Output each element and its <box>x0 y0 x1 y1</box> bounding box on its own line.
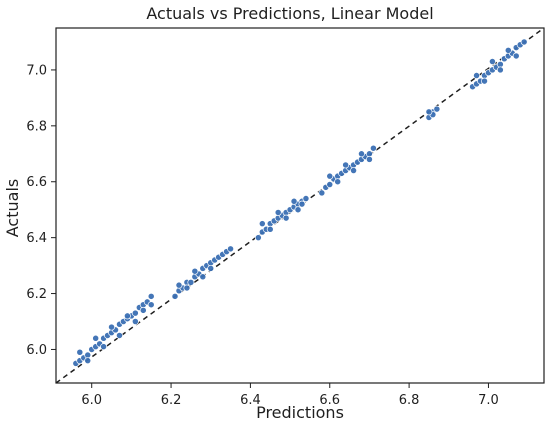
points-layer <box>72 38 528 367</box>
scatter-point-111 <box>488 58 496 65</box>
x-tick-label-2: 6.4 <box>240 393 261 408</box>
scatter-point-20 <box>76 348 84 356</box>
scatter-point-94 <box>425 108 433 116</box>
y-axis-label: Actuals <box>3 179 22 237</box>
scatter-point-48 <box>199 273 207 281</box>
scatter-point-19 <box>147 292 155 300</box>
scatter-point-72 <box>326 181 334 188</box>
scatter-point-30 <box>171 292 179 300</box>
x-axis-label: Predictions <box>256 403 344 422</box>
scatter-point-65 <box>274 209 282 216</box>
scatter-point-109 <box>473 72 481 79</box>
scatter-point-15 <box>131 309 139 317</box>
scatter-point-26 <box>123 312 131 320</box>
scatter-point-86 <box>342 161 350 169</box>
scatter-point-50 <box>254 234 262 242</box>
scatter-point-25 <box>116 332 123 339</box>
scatter-point-113 <box>504 46 512 54</box>
scatter-point-83 <box>369 144 377 152</box>
scatter-point-85 <box>334 178 342 186</box>
scatter-point-24 <box>108 323 115 331</box>
scatter-point-29 <box>147 301 155 309</box>
x-tick-label-3: 6.6 <box>319 393 340 408</box>
scatter-point-88 <box>358 150 365 158</box>
scatter-point-45 <box>175 281 183 289</box>
y-tick-label-0: 6.0 <box>26 343 47 358</box>
scatter-point-46 <box>183 284 191 292</box>
scatter-point-21 <box>84 357 92 365</box>
y-tick-label-2: 6.4 <box>26 231 47 246</box>
scatter-point-87 <box>350 167 358 175</box>
chart-title: Actuals vs Predictions, Linear Model <box>146 4 433 23</box>
scatter-point-66 <box>282 214 290 222</box>
scatter-point-89 <box>365 155 373 163</box>
scatter-point-84 <box>326 172 334 180</box>
scatter-point-69 <box>298 200 306 208</box>
scatter-point-22 <box>92 334 100 342</box>
scatter-point-63 <box>258 220 266 228</box>
x-tick-label-5: 7.0 <box>478 393 499 408</box>
x-tick-label-1: 6.2 <box>161 393 182 408</box>
scatter-point-28 <box>139 306 147 314</box>
scatter-point-47 <box>191 267 199 275</box>
y-tick-label-5: 7.0 <box>26 63 47 78</box>
scatter-point-64 <box>266 225 274 233</box>
y-tick-label-4: 6.8 <box>26 119 47 134</box>
scatter-point-108 <box>520 38 528 46</box>
scatter-point-62 <box>302 195 310 202</box>
scatter-point-110 <box>481 77 488 85</box>
x-tick-label-4: 6.8 <box>399 393 420 408</box>
scatter-point-92 <box>433 105 441 113</box>
scatter-point-67 <box>290 197 298 205</box>
scatter-point-23 <box>100 343 108 351</box>
scatter-point-49 <box>207 264 215 272</box>
scatter-point-27 <box>131 318 139 325</box>
scatter-point-114 <box>512 52 520 60</box>
x-axis: 6.0 6.2 6.4 6.6 6.8 7.0 <box>81 383 499 408</box>
scatter-point-34 <box>187 278 195 286</box>
y-tick-label-3: 6.6 <box>26 175 47 190</box>
scatter-point-68 <box>294 206 302 214</box>
y-tick-label-1: 6.2 <box>26 287 47 302</box>
y-axis: 6.0 6.2 6.4 6.6 6.8 7.0 <box>26 63 56 358</box>
scatter-point-44 <box>227 245 235 253</box>
x-tick-label-0: 6.0 <box>81 393 102 408</box>
scatter-point-112 <box>496 66 504 74</box>
scatter-point-70 <box>318 189 326 197</box>
